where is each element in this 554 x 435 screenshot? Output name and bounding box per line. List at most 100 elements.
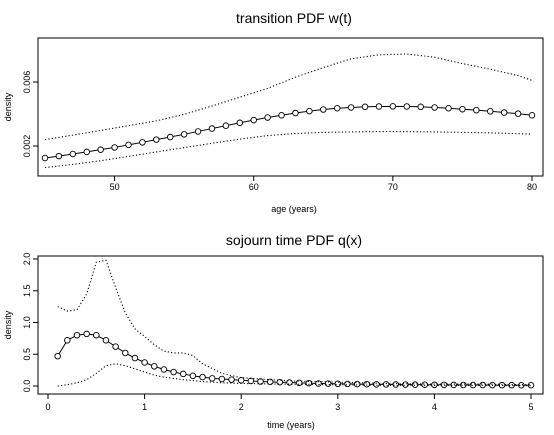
y-tick-label: 0.006 [22,71,32,94]
data-point-marker [363,380,371,388]
x-axis-ticks: 0 1 2 3 4 5 [45,394,534,412]
x-tick-label: 50 [110,182,120,192]
data-point-marker [382,381,390,388]
y-tick-label: 0.5 [22,348,32,361]
data-point-marker [528,112,536,119]
data-point-marker [54,352,61,360]
x-tick-label: 80 [527,182,537,192]
data-point-marker [208,375,216,382]
data-point-marker [141,359,148,366]
data-point-marker [111,144,118,151]
x-tick-label: 60 [249,182,259,192]
data-point-marker [194,128,202,135]
data-point-marker [431,381,438,389]
x-tick-label: 4 [432,402,437,412]
chart-title: sojourn time PDF q(x) [226,232,362,248]
data-point-marker [228,376,235,383]
y-tick-label: 1.5 [22,284,32,297]
x-axis-label: time (years) [267,420,315,430]
data-point-marker [250,116,257,124]
data-point-marker [218,375,226,383]
data-point-marker [73,331,81,339]
y-axis-label: density [3,310,13,339]
data-point-marker [64,337,71,344]
data-point-marker [153,136,160,143]
series-group [41,53,536,169]
data-point-marker [222,122,230,129]
x-tick-label: 5 [528,402,533,412]
data-point-marker [160,366,168,373]
y-tick-label: 1.0 [22,316,32,329]
data-point-marker [125,141,132,149]
confidence-band-line [57,259,532,386]
data-point-marker [353,380,361,388]
data-point-marker [411,381,419,388]
data-point-marker [500,109,508,116]
x-tick-label: 1 [142,402,147,412]
x-tick-label: 3 [335,402,340,412]
data-point-marker [315,380,322,387]
series-group [54,259,535,389]
chart-title: transition PDF w(t) [236,10,352,26]
y-tick-label: 2.0 [22,253,32,266]
data-point-marker [199,373,206,381]
data-point-marker [97,146,104,153]
data-point-marker [170,368,177,376]
data-point-marker [247,377,255,385]
data-point-marker [208,125,216,132]
data-point-marker [305,379,313,387]
panel-transition-pdf: transition PDF w(t) age (years) density … [3,10,544,214]
data-point-marker [122,349,129,357]
data-point-marker [402,381,409,388]
confidence-band-line [44,53,533,141]
y-tick-label: 0.002 [22,135,32,158]
y-axis-label: density [3,92,13,121]
data-point-marker [266,378,274,386]
data-point-marker [514,110,522,117]
data-point-marker [180,131,188,138]
data-point-marker [459,105,466,113]
x-axis-label: age (years) [271,204,317,214]
data-point-marker [417,103,424,111]
data-point-marker [498,381,506,389]
data-point-marker [41,154,49,162]
data-point-marker [445,104,452,112]
data-point-marker [102,337,110,344]
data-point-marker [347,104,355,111]
data-point-marker [320,106,327,113]
plot-frame [37,255,544,395]
data-point-marker [361,103,369,111]
data-point-marker [518,381,525,389]
data-point-marker [527,381,535,389]
x-tick-label: 70 [388,182,398,192]
data-point-marker [69,150,77,158]
data-point-marker [151,363,158,370]
data-point-marker [508,381,515,389]
data-point-marker [189,372,197,380]
data-point-marker [179,370,187,378]
y-axis-ticks: 0.0 0.5 1.0 1.5 2.0 [22,253,38,393]
data-point-marker [373,381,380,388]
y-axis-ticks: 0.002 0.006 [22,71,38,158]
estimate-line [44,105,533,159]
estimate-line [57,333,531,386]
data-point-marker [431,104,438,111]
data-point-marker [421,381,428,388]
data-point-marker [292,109,299,117]
data-point-marker [264,114,271,121]
data-point-marker [392,381,400,388]
data-point-marker [93,331,100,339]
data-point-marker [487,108,494,115]
data-point-marker [83,148,90,156]
data-point-marker [278,112,285,119]
data-point-marker [375,103,383,110]
data-point-marker [112,343,119,350]
data-point-marker [257,378,264,385]
data-point-marker [139,139,146,146]
y-tick-label: 0.0 [22,380,32,393]
data-point-marker [55,152,63,160]
x-tick-label: 0 [45,402,50,412]
x-tick-label: 2 [239,402,244,412]
data-point-marker [333,104,341,112]
